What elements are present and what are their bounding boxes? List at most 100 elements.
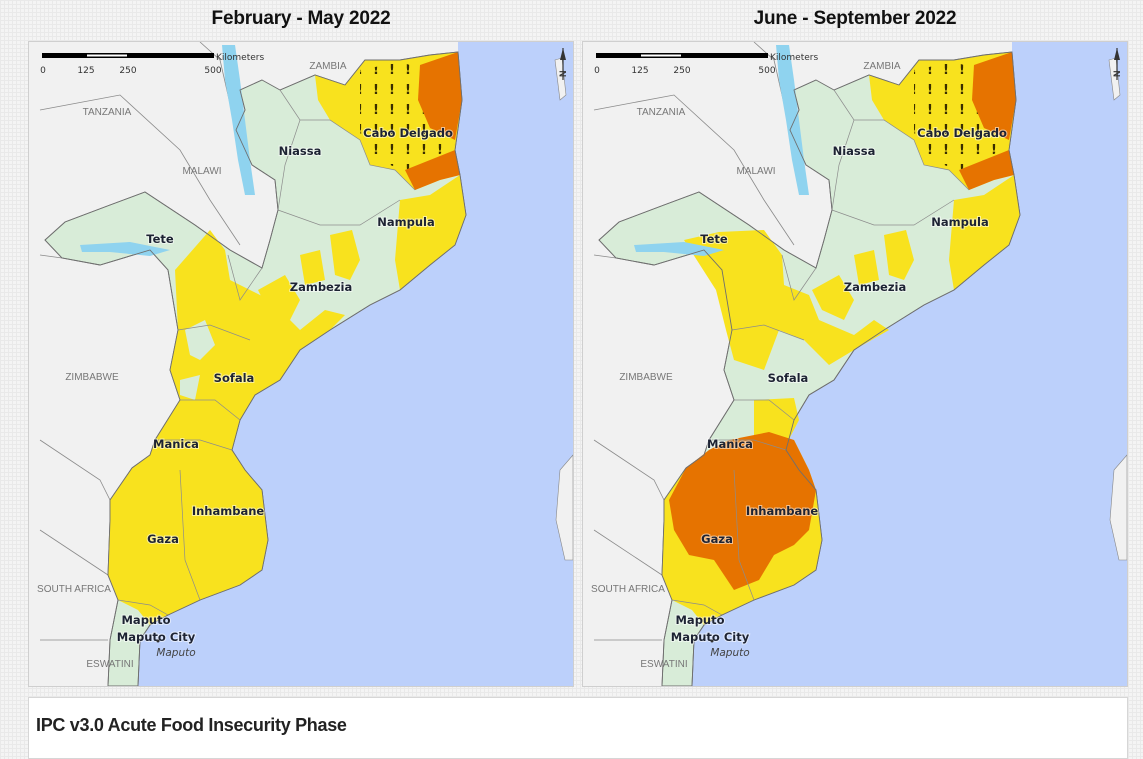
province-label: Nampula [377,215,435,229]
phase3-crisis-area[interactable] [405,150,460,190]
humanitarian-assistance-hatch [360,62,455,170]
province-boundary [155,439,233,451]
country-border [593,529,663,576]
province-label: Cabo Delgado [917,126,1007,140]
province-boundary [671,599,723,616]
city-marker-icon [710,639,714,643]
phase2-stressed-area[interactable] [300,250,325,285]
phase2-stressed-area[interactable] [108,230,345,625]
country-border [593,254,617,259]
scale-tick-label: 250 [119,66,136,76]
phase2-stressed-area[interactable] [812,275,854,320]
country-label: SOUTH AFRICA [37,584,111,595]
scale-bar [42,53,214,58]
country-label: TANZANIA [83,107,132,118]
map-title-jun-sep: June - September 2022 [753,8,957,29]
madagascar-edge [555,454,573,561]
province-label: Gaza [147,532,179,546]
province-boundary [227,254,263,301]
country-border [593,94,795,246]
city-label: Maputo [710,647,749,659]
province-boundary [177,324,251,341]
phase3-crisis-area[interactable] [959,150,1014,190]
province-boundary [831,199,955,226]
province-boundary [734,399,795,421]
phase2-stressed-area[interactable] [854,250,879,285]
north-arrow-head-icon [560,48,566,60]
country-label: ZIMBABWE [65,372,119,383]
north-label: N [1112,71,1122,78]
country-label: ESWATINI [640,659,687,670]
province-label: Sofala [214,371,255,385]
province-label: Gaza [701,532,733,546]
province-label: Zambezia [844,280,907,294]
province-boundary [731,324,805,341]
province-label: Manica [707,437,753,451]
madagascar-edge [1109,454,1127,561]
lake [634,242,724,256]
humanitarian-assistance-hatch [914,62,1009,170]
phase2-stressed-area[interactable] [684,230,889,370]
legend-title: IPC v3.0 Acute Food Insecurity Phase [36,715,347,735]
scale-bar-segment [641,54,681,57]
phase3-crisis-area[interactable] [972,52,1016,140]
phase2-stressed-area[interactable] [330,230,360,280]
lake [776,45,809,195]
north-arrow-head-icon [1114,48,1120,60]
country-label: ZAMBIA [863,61,901,72]
scale-tick-label: 500 [204,66,221,76]
city-marker-icon [156,639,160,643]
phase2-stressed-area[interactable] [949,175,1020,290]
province-boundary [709,439,787,451]
north-label: N [558,71,568,78]
coastline [598,51,1021,686]
scale-bar-segment [87,54,127,57]
scale-tick-label: 500 [758,66,775,76]
island [1108,57,1121,101]
province-boundary [733,469,755,601]
province-label: Inhambane [192,504,265,518]
province-label: Maputo City [671,630,750,644]
province-boundary [180,399,241,421]
scale-tick-label: 125 [631,66,648,76]
scale-unit: Kilometers [770,53,818,63]
phase2-stressed-area[interactable] [395,175,466,290]
country-border [39,439,111,501]
phase1-minimal-area[interactable] [180,375,200,400]
country-label: MALAWI [182,166,221,177]
province-label: Tete [700,232,728,246]
country-label: SOUTH AFRICA [591,584,665,595]
province-label: Nampula [931,215,989,229]
province-label: Tete [146,232,174,246]
map-title-feb-may: February - May 2022 [211,8,391,29]
country-border [39,94,241,246]
province-label: Maputo [121,613,170,627]
scale-unit: Kilometers [216,53,264,63]
coastline [44,51,467,686]
country-label: TANZANIA [637,107,686,118]
province-label: Maputo City [117,630,196,644]
province-boundary [117,599,169,616]
phase1-minimal-area[interactable] [185,320,215,360]
province-boundary [831,119,855,211]
province-boundary [277,119,301,211]
province-label: Sofala [768,371,809,385]
map-panel-feb-may[interactable]: !0125250500KilometersNTANZANIAZAMBIAMALA… [28,41,574,687]
province-boundary [277,199,401,226]
city-label: Maputo [156,647,195,659]
province-label: Inhambane [746,504,819,518]
scale-tick-label: 250 [673,66,690,76]
lake [80,242,170,256]
phase3-crisis-area[interactable] [669,432,816,590]
province-label: Manica [153,437,199,451]
phase2-stressed-area[interactable] [884,230,914,280]
country-label: MALAWI [736,166,775,177]
phase3-crisis-area[interactable] [418,52,462,140]
map-panel-jun-sep[interactable]: !0125250500KilometersNTANZANIAZAMBIAMALA… [582,41,1128,687]
country-label: ZAMBIA [309,61,347,72]
province-label: Zambezia [290,280,353,294]
province-label: Niassa [279,144,322,158]
island [554,57,567,101]
country-border [39,529,109,576]
province-label: Maputo [675,613,724,627]
